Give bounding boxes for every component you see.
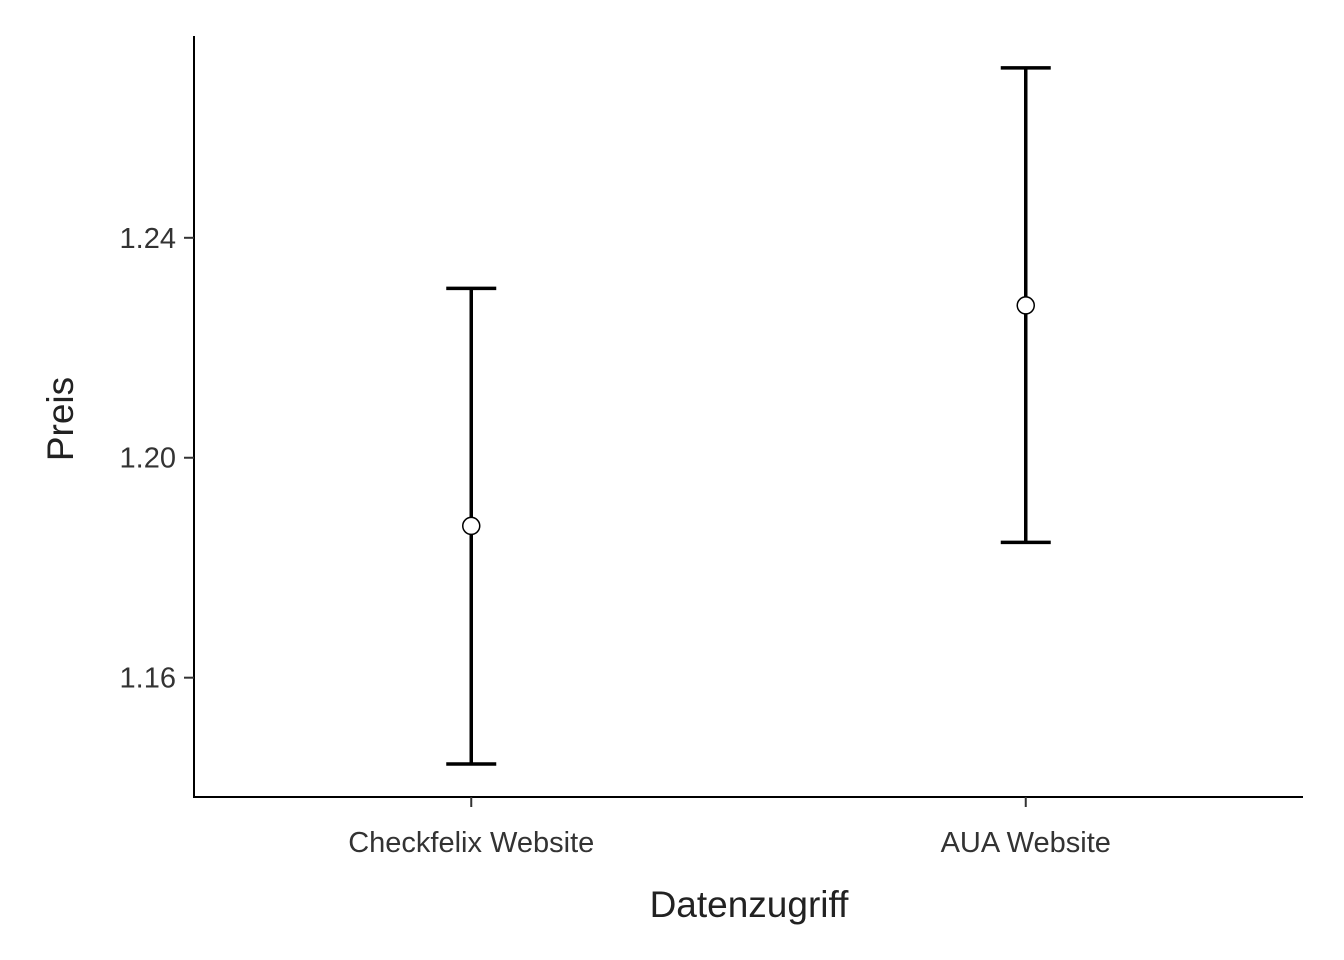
x-tick-label: AUA Website [941, 827, 1111, 859]
y-tick-label: 1.24 [120, 223, 176, 255]
y-axis-title: Preis [40, 377, 81, 461]
plot-area: 1.16 1.20 1.24 Checkfelix Website AUA Websit… [120, 36, 1303, 859]
mean-point [462, 516, 481, 536]
x-axis-title: Datenzugriff [650, 884, 850, 925]
x-tick-label: Checkfelix Website [348, 827, 594, 859]
y-tick-label: 1.16 [120, 663, 176, 695]
y-tick-label: 1.20 [120, 443, 176, 475]
mean-point [1016, 296, 1035, 315]
